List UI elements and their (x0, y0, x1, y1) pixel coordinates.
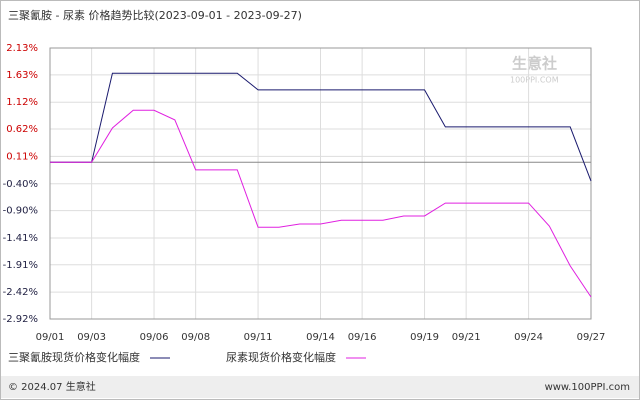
x-tick-label: 09/16 (348, 332, 377, 343)
legend-label: 尿素现货价格变化幅度 (226, 350, 336, 364)
chart-title: 三聚氰胺 - 尿素 价格趋势比较(2023-09-01 - 2023-09-27… (8, 8, 302, 22)
x-tick-label: 09/14 (306, 332, 335, 343)
y-tick-label: 1.12% (6, 97, 38, 108)
y-tick-label: 0.62% (6, 124, 38, 135)
y-tick-label: 2.13% (6, 43, 38, 54)
y-tick-label: -1.41% (3, 233, 38, 244)
x-tick-label: 09/01 (36, 332, 65, 343)
x-tick-label: 09/19 (410, 332, 439, 343)
y-tick-label: -0.90% (3, 206, 38, 217)
plot-border (49, 47, 592, 320)
y-tick-label: 0.11% (6, 151, 38, 162)
y-tick-label: -0.40% (3, 179, 38, 190)
y-tick-label: -2.92% (3, 314, 38, 325)
footer-bar (1, 376, 639, 398)
series-line (50, 72, 592, 182)
x-tick-label: 09/11 (244, 332, 273, 343)
x-tick-label: 09/27 (577, 332, 606, 343)
watermark: 生意社 (512, 55, 557, 73)
y-tick-label: -1.91% (3, 260, 38, 271)
x-tick-label: 09/21 (452, 332, 481, 343)
x-tick-label: 09/03 (77, 332, 106, 343)
footer-left: © 2024.07 生意社 (8, 380, 96, 393)
x-tick-label: 09/08 (181, 332, 210, 343)
footer-right: www.100PPI.com (545, 382, 630, 393)
legend-label: 三聚氰胺现货价格变化幅度 (8, 350, 140, 364)
watermark: 100PPI.COM (510, 76, 559, 85)
x-tick-label: 09/06 (140, 332, 169, 343)
series-line (50, 109, 592, 298)
y-tick-label: -2.42% (3, 287, 38, 298)
y-tick-label: 1.63% (6, 70, 38, 81)
x-tick-label: 09/24 (514, 332, 543, 343)
